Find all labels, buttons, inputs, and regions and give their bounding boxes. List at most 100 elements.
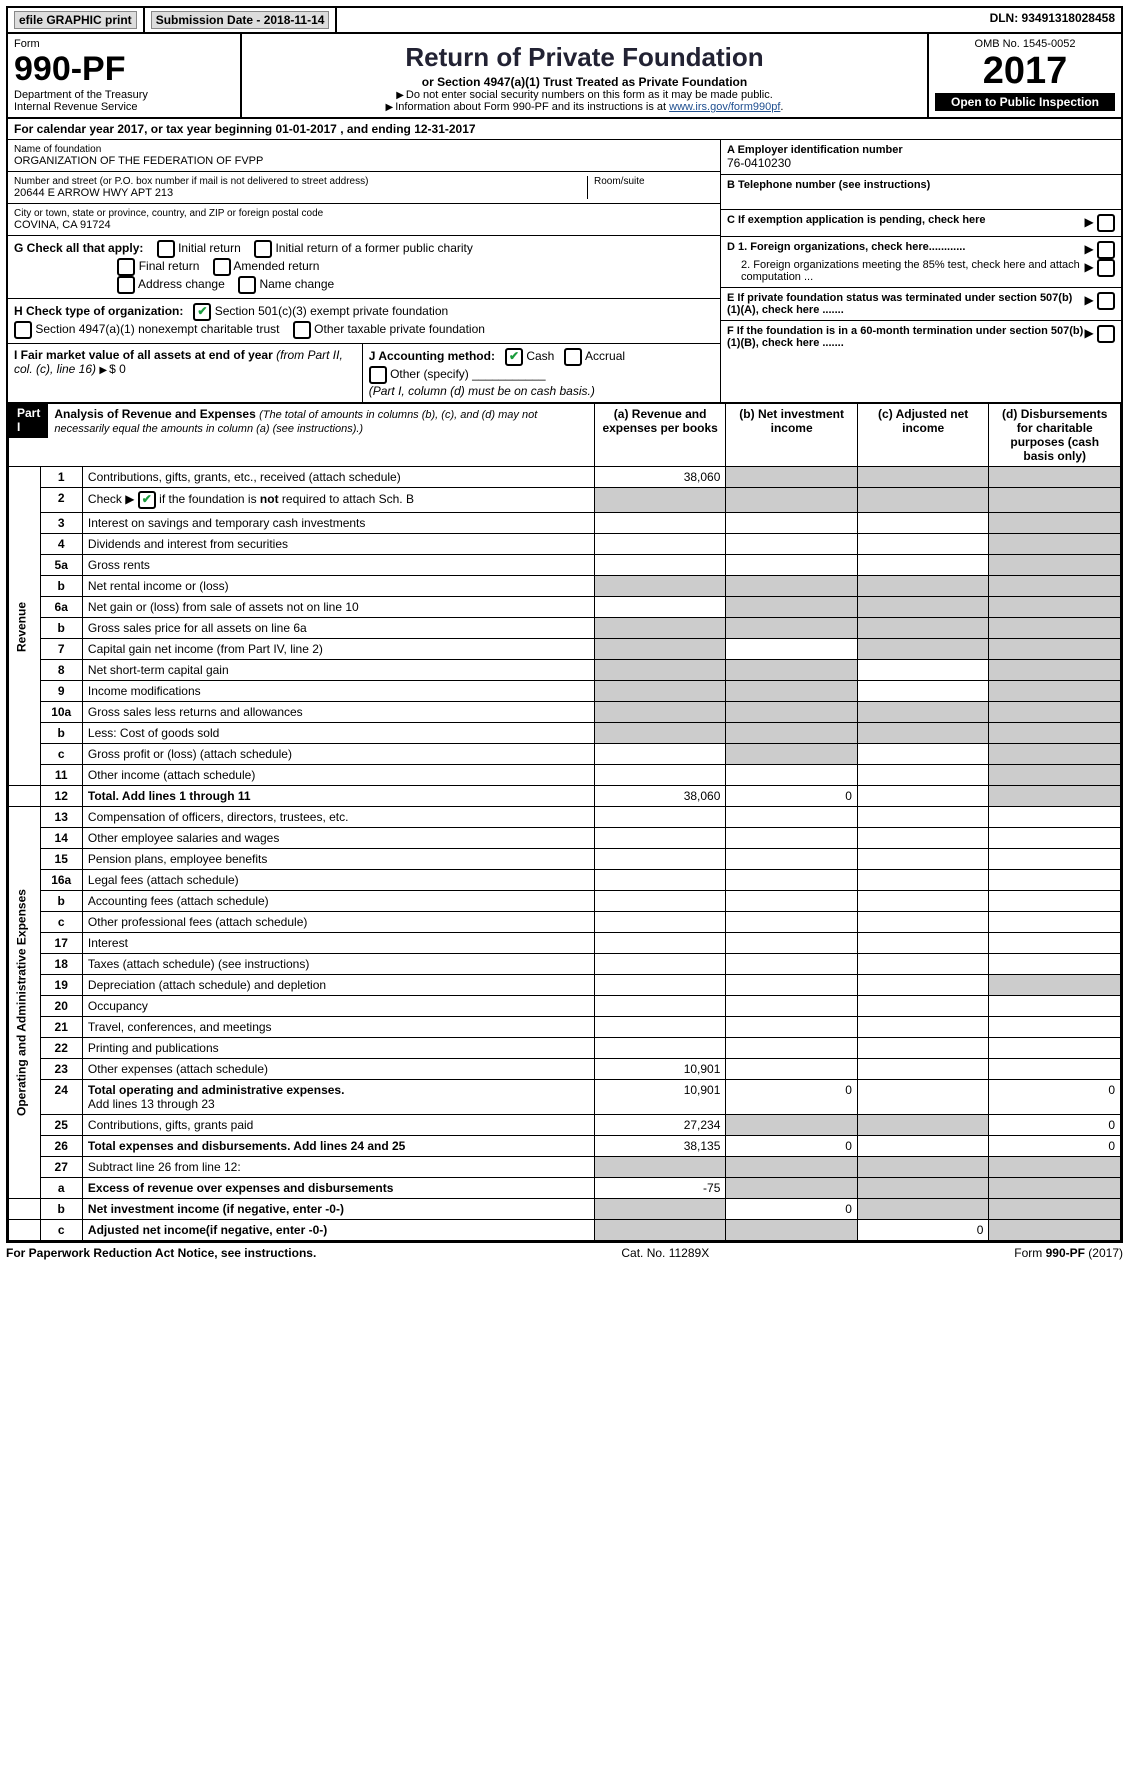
header-left: Form 990-PF Department of the Treasury I…	[8, 34, 242, 117]
i-value: $ 0	[99, 362, 125, 376]
c-block: C If exemption application is pending, c…	[721, 210, 1121, 237]
dept-label: Department of the Treasury	[14, 89, 234, 101]
checkbox-d1[interactable]	[1097, 241, 1115, 259]
footer-right: Form 990-PF (2017)	[1014, 1246, 1123, 1260]
checkbox-cash[interactable]: ✔	[505, 348, 523, 366]
line-4: Dividends and interest from securities	[82, 534, 594, 555]
val-25a: 27,234	[594, 1115, 726, 1136]
d1-label: D 1. Foreign organizations, check here..…	[727, 241, 1084, 259]
g-label: G Check all that apply:	[14, 241, 143, 255]
cal-begin: 01-01-2017	[275, 122, 336, 136]
cal-mid: , and ending	[340, 122, 414, 136]
city-block: City or town, state or province, country…	[8, 204, 720, 236]
val-1a: 38,060	[594, 467, 726, 488]
footer-left: For Paperwork Reduction Act Notice, see …	[6, 1246, 316, 1260]
efile-print: efile GRAPHIC print	[8, 8, 145, 32]
line-21: Travel, conferences, and meetings	[82, 1017, 594, 1038]
submission-label: Submission Date - 2018-11-14	[151, 11, 330, 29]
line-1: Contributions, gifts, grants, etc., rece…	[82, 467, 594, 488]
room-label: Room/suite	[594, 176, 714, 187]
d-block: D 1. Foreign organizations, check here..…	[721, 237, 1121, 288]
checkbox-initial-return[interactable]	[157, 240, 175, 258]
line-14: Other employee salaries and wages	[82, 828, 594, 849]
line-20: Occupancy	[82, 996, 594, 1017]
checkbox-initial-former[interactable]	[254, 240, 272, 258]
j-cash: Cash	[526, 349, 554, 363]
b-block: B Telephone number (see instructions)	[721, 175, 1121, 210]
col-a: (a) Revenue and expenses per books	[594, 404, 726, 467]
checkbox-c[interactable]	[1097, 214, 1115, 232]
g-opt-2: Final return	[139, 259, 200, 273]
f-block: F If the foundation is in a 60-month ter…	[721, 321, 1121, 353]
val-24a: 10,901	[594, 1080, 726, 1115]
line-27c: Adjusted net income(if negative, enter -…	[82, 1220, 594, 1241]
a-label: A Employer identification number	[727, 144, 1115, 156]
col-c: (c) Adjusted net income	[857, 404, 989, 467]
val-24b: 0	[726, 1080, 858, 1115]
checkbox-schb[interactable]: ✔	[138, 491, 156, 509]
d2-label: 2. Foreign organizations meeting the 85%…	[727, 259, 1084, 283]
identity-block: Name of foundation ORGANIZATION OF THE F…	[8, 140, 1121, 403]
col-d: (d) Disbursements for charitable purpose…	[989, 404, 1121, 467]
j-label: J Accounting method:	[369, 349, 495, 363]
c-label: C If exemption application is pending, c…	[727, 214, 1084, 232]
checkbox-f[interactable]	[1097, 325, 1115, 343]
g-opt-1: Initial return of a former public charit…	[275, 241, 472, 255]
header-right: OMB No. 1545-0052 2017 Open to Public In…	[929, 34, 1121, 117]
a-block: A Employer identification number 76-0410…	[721, 140, 1121, 175]
g-opt-3: Amended return	[233, 259, 319, 273]
footer: For Paperwork Reduction Act Notice, see …	[6, 1243, 1123, 1263]
checkbox-other-method[interactable]	[369, 366, 387, 384]
line-12: Total. Add lines 1 through 11	[82, 786, 594, 807]
checkbox-other-taxable[interactable]	[293, 321, 311, 339]
val-12a: 38,060	[594, 786, 726, 807]
checkbox-accrual[interactable]	[564, 348, 582, 366]
line-9: Income modifications	[82, 681, 594, 702]
open-public: Open to Public Inspection	[935, 93, 1115, 111]
tax-year: 2017	[935, 50, 1115, 93]
note-ssn: Do not enter social security numbers on …	[248, 89, 921, 101]
e-label: E If private foundation status was termi…	[727, 292, 1084, 316]
g-opt-4: Address change	[138, 277, 225, 291]
dln: DLN: 93491318028458	[984, 8, 1121, 32]
line-2: if the foundation is not required to att…	[159, 492, 414, 506]
line-3: Interest on savings and temporary cash i…	[82, 513, 594, 534]
val-26b: 0	[726, 1136, 858, 1157]
form-subtitle: or Section 4947(a)(1) Trust Treated as P…	[248, 75, 921, 89]
line-25: Contributions, gifts, grants paid	[82, 1115, 594, 1136]
name-label: Name of foundation	[14, 144, 714, 155]
line-7: Capital gain net income (from Part IV, l…	[82, 639, 594, 660]
addr-value: 20644 E ARROW HWY APT 213	[14, 187, 587, 199]
checkbox-name-change[interactable]	[238, 276, 256, 294]
line-6b: Gross sales price for all assets on line…	[82, 618, 594, 639]
city-label: City or town, state or province, country…	[14, 208, 714, 219]
cal-end: 12-31-2017	[414, 122, 475, 136]
line-17: Interest	[82, 933, 594, 954]
line-13: Compensation of officers, directors, tru…	[82, 807, 594, 828]
checkbox-d2[interactable]	[1097, 259, 1115, 277]
checkbox-4947[interactable]	[14, 321, 32, 339]
line-24b: Add lines 13 through 23	[88, 1097, 215, 1111]
checkbox-amended[interactable]	[213, 258, 231, 276]
part1-title: Analysis of Revenue and Expenses	[54, 407, 255, 421]
val-12b: 0	[726, 786, 858, 807]
info-link[interactable]: www.irs.gov/form990pf	[669, 101, 780, 113]
f-label: F If the foundation is in a 60-month ter…	[727, 325, 1084, 349]
checkbox-501c3[interactable]: ✔	[193, 303, 211, 321]
foundation-name: ORGANIZATION OF THE FEDERATION OF FVPP	[14, 155, 714, 167]
line-27: Subtract line 26 from line 12:	[82, 1157, 594, 1178]
j-note: (Part I, column (d) must be on cash basi…	[369, 384, 595, 398]
form-word: Form	[14, 38, 234, 50]
val-27c: 0	[857, 1220, 989, 1241]
checkbox-addr-change[interactable]	[117, 276, 135, 294]
h-opt-1: Section 501(c)(3) exempt private foundat…	[215, 304, 448, 318]
header-row: Form 990-PF Department of the Treasury I…	[8, 34, 1121, 119]
form-container: efile GRAPHIC print Submission Date - 20…	[6, 6, 1123, 1243]
e-block: E If private foundation status was termi…	[721, 288, 1121, 321]
h-opt-2: Section 4947(a)(1) nonexempt charitable …	[35, 322, 279, 336]
i-label: I Fair market value of all assets at end…	[14, 348, 276, 362]
checkbox-e[interactable]	[1097, 292, 1115, 310]
checkbox-final-return[interactable]	[117, 258, 135, 276]
g-opt-5: Name change	[259, 277, 334, 291]
a-value: 76-0410230	[727, 156, 1115, 170]
